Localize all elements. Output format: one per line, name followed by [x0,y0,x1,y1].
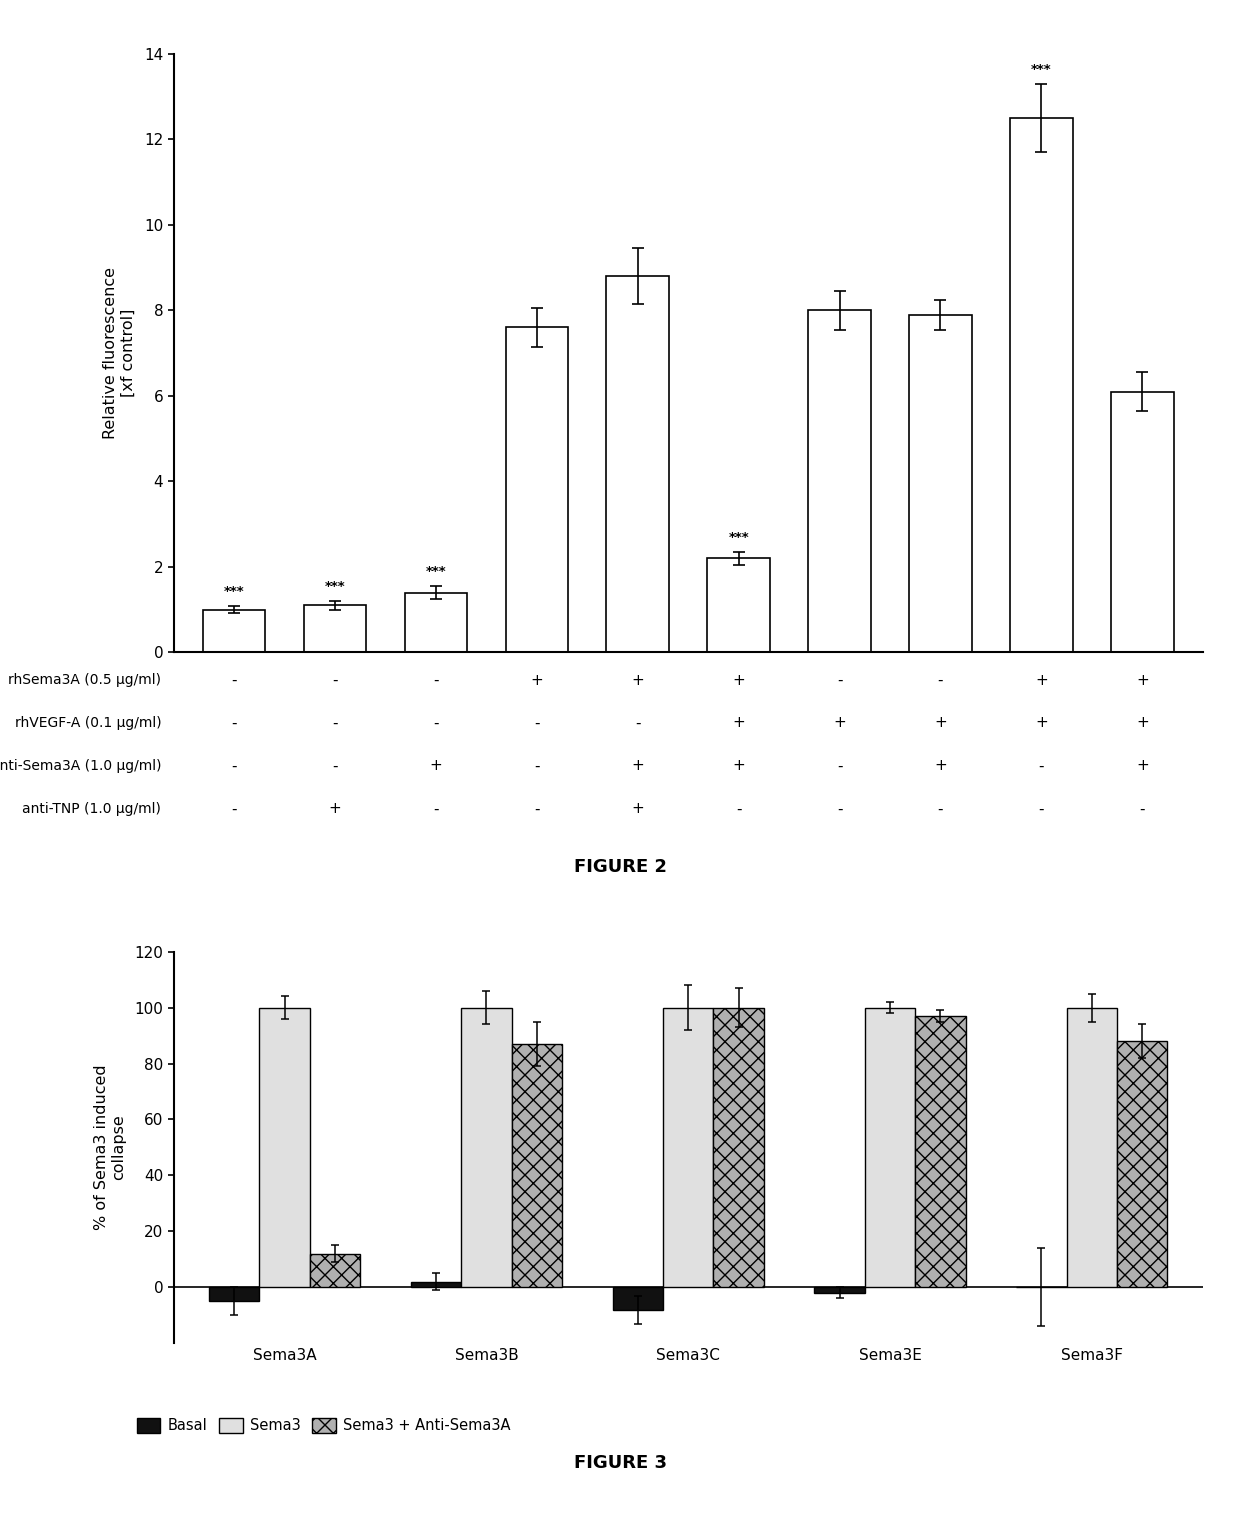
Text: +: + [1136,758,1148,774]
Bar [1011,118,1073,652]
Bar [808,310,870,652]
Bar [259,1007,310,1288]
Text: ***: *** [425,565,446,579]
Bar [461,1007,512,1288]
Text: +: + [1136,672,1148,688]
Text: -: - [1039,801,1044,817]
Text: -: - [534,715,539,731]
Text: ***: *** [325,580,346,594]
Text: anti-Sema3A (1.0 μg/ml): anti-Sema3A (1.0 μg/ml) [0,758,161,774]
Text: rhVEGF-A (0.1 μg/ml): rhVEGF-A (0.1 μg/ml) [15,715,161,731]
Bar [707,559,770,652]
Text: -: - [332,715,337,731]
Text: -: - [433,715,439,731]
Text: +: + [329,801,341,817]
Text: +: + [733,672,745,688]
Legend: Basal, Sema3, Sema3 + Anti-Sema3A: Basal, Sema3, Sema3 + Anti-Sema3A [131,1412,516,1438]
Text: +: + [631,801,644,817]
Text: -: - [635,715,641,731]
Text: -: - [1140,801,1145,817]
Text: +: + [1136,715,1148,731]
Text: -: - [433,801,439,817]
Bar [410,1282,461,1288]
Text: ***: *** [224,585,244,599]
Bar [864,1007,915,1288]
Text: -: - [837,758,842,774]
Text: -: - [937,801,944,817]
Bar [606,276,670,652]
Text: -: - [232,801,237,817]
Bar [663,1007,713,1288]
Bar [203,609,265,652]
Bar [613,1288,663,1309]
Text: -: - [332,758,337,774]
Text: +: + [934,758,947,774]
Bar [512,1044,562,1288]
Text: -: - [937,672,944,688]
Text: -: - [534,801,539,817]
Text: -: - [534,758,539,774]
Text: -: - [1039,758,1044,774]
Text: +: + [631,672,644,688]
Text: -: - [232,715,237,731]
Y-axis label: Relative fluorescence
[xf control]: Relative fluorescence [xf control] [103,267,135,439]
Text: FIGURE 2: FIGURE 2 [573,858,667,876]
Bar [909,315,972,652]
Text: ***: *** [1030,63,1052,75]
Text: FIGURE 3: FIGURE 3 [573,1454,667,1472]
Bar [310,1254,361,1288]
Bar [304,605,366,652]
Text: +: + [531,672,543,688]
Text: -: - [433,672,439,688]
Text: +: + [733,715,745,731]
Text: -: - [332,672,337,688]
Text: -: - [837,672,842,688]
Bar [915,1016,966,1288]
Bar [1117,1041,1168,1288]
Text: -: - [232,758,237,774]
Bar [815,1288,864,1292]
Bar [208,1288,259,1302]
Text: anti-TNP (1.0 μg/ml): anti-TNP (1.0 μg/ml) [22,801,161,817]
Text: +: + [1035,672,1048,688]
Text: +: + [733,758,745,774]
Text: -: - [735,801,742,817]
Text: ***: *** [728,531,749,545]
Text: +: + [833,715,846,731]
Text: +: + [429,758,443,774]
Text: +: + [934,715,947,731]
Bar [1066,1007,1117,1288]
Bar [713,1007,764,1288]
Text: +: + [631,758,644,774]
Text: -: - [837,801,842,817]
Bar [1111,391,1173,652]
Bar [506,327,568,652]
Text: -: - [232,672,237,688]
Text: +: + [1035,715,1048,731]
Text: rhSema3A (0.5 μg/ml): rhSema3A (0.5 μg/ml) [9,672,161,688]
Y-axis label: % of Sema3 induced
collapse: % of Sema3 induced collapse [93,1065,126,1230]
Bar [404,593,467,652]
